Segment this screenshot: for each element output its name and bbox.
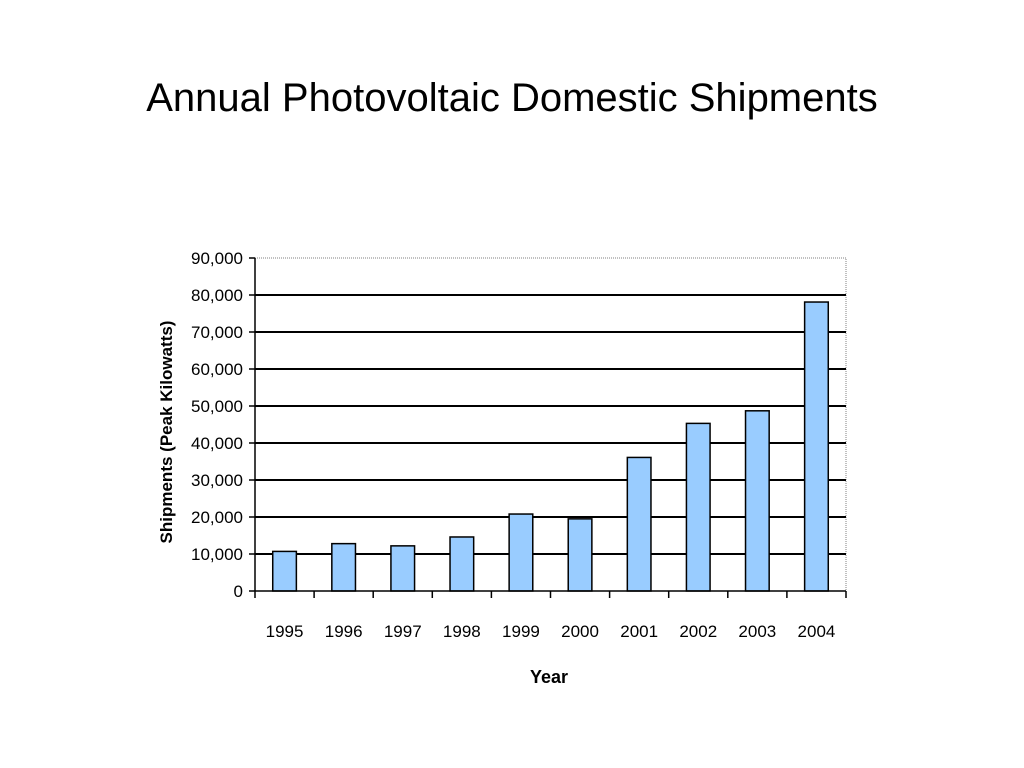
- x-axis-label: Year: [530, 667, 568, 687]
- bars: [271, 301, 830, 592]
- y-tick-label: 20,000: [191, 508, 243, 527]
- bar-2002: [685, 422, 711, 592]
- bar-1995: [271, 550, 298, 592]
- slide-title: Annual Photovoltaic Domestic Shipments: [146, 76, 878, 120]
- bar-2003: [744, 410, 770, 592]
- bar-1996: [331, 542, 357, 592]
- y-tick-label: 0: [234, 582, 243, 601]
- y-tick-label: 50,000: [191, 397, 243, 416]
- bar-1998: [449, 536, 475, 592]
- bar-2004: [803, 301, 830, 592]
- y-tick-label: 80,000: [191, 286, 243, 305]
- x-tick-label: 2003: [738, 622, 776, 641]
- x-tick-labels: 1995 1996 1997 1998 1999 2000 2001 2002 2003 2004: [266, 622, 836, 641]
- y-axis-label: Shipments (Peak Kilowatts): [157, 321, 176, 544]
- bar-2001: [626, 456, 652, 592]
- x-tick-label: 1998: [443, 622, 481, 641]
- y-tick-label: 10,000: [191, 545, 243, 564]
- x-tick-label: 1996: [325, 622, 363, 641]
- x-tick-label: 2002: [679, 622, 717, 641]
- x-tick-label: 2001: [620, 622, 658, 641]
- axes: [249, 257, 847, 598]
- y-tick-label: 40,000: [191, 434, 243, 453]
- y-tick-label: 30,000: [191, 471, 243, 490]
- y-tick-label: 60,000: [191, 360, 243, 379]
- x-tick-label: 2004: [798, 622, 836, 641]
- bar-2000: [567, 518, 593, 592]
- x-tick-label: 2000: [561, 622, 599, 641]
- bar-1997: [390, 545, 416, 592]
- x-tick-label: 1995: [266, 622, 304, 641]
- bar-1999: [508, 513, 534, 592]
- x-tick-label: 1999: [502, 622, 540, 641]
- y-tick-label: 90,000: [191, 249, 243, 268]
- x-tick-label: 1997: [384, 622, 422, 641]
- y-tick-labels: 0 10,000 20,000 30,000 40,000 50,000 60,000 70,…: [191, 249, 243, 601]
- y-tick-label: 70,000: [191, 323, 243, 342]
